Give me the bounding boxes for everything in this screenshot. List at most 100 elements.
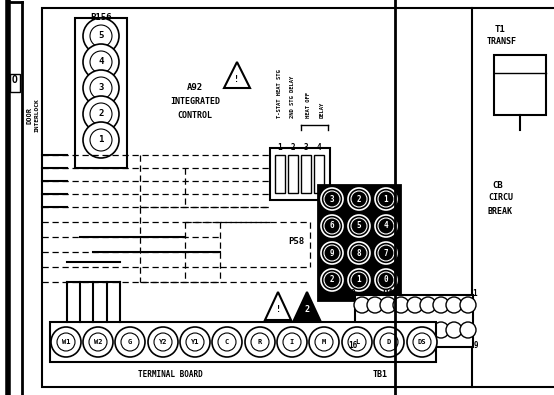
Text: 3: 3 — [330, 194, 334, 203]
Bar — [50, 322, 436, 362]
Polygon shape — [224, 62, 250, 88]
Polygon shape — [265, 292, 291, 320]
Text: 8: 8 — [357, 248, 361, 258]
Circle shape — [321, 215, 343, 237]
Circle shape — [393, 322, 409, 338]
Circle shape — [154, 333, 172, 351]
Text: L: L — [355, 339, 359, 345]
Text: !: ! — [234, 75, 239, 85]
Circle shape — [413, 333, 431, 351]
Circle shape — [460, 297, 476, 313]
Circle shape — [83, 122, 119, 158]
Circle shape — [321, 242, 343, 264]
Text: 9: 9 — [474, 341, 478, 350]
Text: 2ND STG DELAY: 2ND STG DELAY — [290, 76, 295, 118]
Circle shape — [277, 327, 307, 357]
Text: 5: 5 — [357, 222, 361, 231]
Text: DELAY: DELAY — [320, 102, 325, 118]
Circle shape — [115, 327, 145, 357]
Text: 2: 2 — [357, 194, 361, 203]
Text: HEAT OFF: HEAT OFF — [306, 92, 311, 118]
Polygon shape — [294, 292, 320, 320]
Text: P46: P46 — [382, 289, 398, 298]
Circle shape — [380, 333, 398, 351]
Bar — [10, 74, 20, 92]
Circle shape — [89, 333, 107, 351]
Bar — [314, 155, 324, 193]
Text: 1: 1 — [98, 135, 104, 145]
Bar — [270, 148, 330, 200]
Circle shape — [321, 269, 343, 291]
Text: DS: DS — [418, 339, 426, 345]
Text: 6: 6 — [330, 222, 334, 231]
Text: 9: 9 — [330, 248, 334, 258]
Circle shape — [212, 327, 242, 357]
Circle shape — [351, 272, 367, 288]
Text: P156: P156 — [90, 13, 112, 22]
Text: 2: 2 — [330, 275, 334, 284]
Text: I: I — [290, 339, 294, 345]
Text: CB: CB — [492, 181, 502, 190]
Circle shape — [348, 269, 370, 291]
Circle shape — [121, 333, 139, 351]
Bar — [275, 155, 285, 193]
Circle shape — [378, 191, 394, 207]
Circle shape — [90, 25, 112, 47]
Text: D: D — [387, 339, 391, 345]
Text: T-STAT HEAT STG: T-STAT HEAT STG — [277, 69, 282, 118]
Bar — [355, 295, 473, 347]
Text: TB1: TB1 — [372, 370, 387, 379]
Circle shape — [315, 333, 333, 351]
Circle shape — [351, 245, 367, 261]
Bar — [288, 155, 298, 193]
Circle shape — [446, 297, 462, 313]
Circle shape — [446, 322, 462, 338]
Circle shape — [51, 327, 81, 357]
Text: 2: 2 — [291, 143, 295, 152]
Circle shape — [407, 327, 437, 357]
Circle shape — [375, 215, 397, 237]
Circle shape — [283, 333, 301, 351]
Text: 8: 8 — [351, 289, 355, 298]
Circle shape — [420, 322, 436, 338]
Text: W1: W1 — [61, 339, 70, 345]
Circle shape — [460, 322, 476, 338]
Circle shape — [351, 218, 367, 234]
Circle shape — [407, 322, 423, 338]
Circle shape — [90, 51, 112, 73]
Circle shape — [433, 297, 449, 313]
Circle shape — [407, 297, 423, 313]
Text: 2: 2 — [98, 109, 104, 118]
Circle shape — [83, 70, 119, 106]
Circle shape — [83, 44, 119, 80]
Text: INTERLOCK: INTERLOCK — [34, 98, 39, 132]
Text: 3: 3 — [304, 143, 309, 152]
Circle shape — [378, 272, 394, 288]
Circle shape — [348, 188, 370, 210]
Circle shape — [90, 103, 112, 125]
Circle shape — [245, 327, 275, 357]
Text: 4: 4 — [384, 222, 388, 231]
Circle shape — [83, 327, 113, 357]
Text: Y2: Y2 — [159, 339, 167, 345]
Circle shape — [367, 297, 383, 313]
Circle shape — [420, 297, 436, 313]
Circle shape — [374, 327, 404, 357]
Text: R: R — [258, 339, 262, 345]
Circle shape — [324, 218, 340, 234]
Circle shape — [83, 96, 119, 132]
Circle shape — [309, 327, 339, 357]
Circle shape — [180, 327, 210, 357]
Circle shape — [354, 322, 370, 338]
Text: !: ! — [275, 305, 280, 314]
Text: M: M — [322, 339, 326, 345]
Circle shape — [90, 77, 112, 99]
Text: 16: 16 — [348, 341, 358, 350]
Text: C: C — [225, 339, 229, 345]
Circle shape — [378, 245, 394, 261]
Text: W2: W2 — [94, 339, 102, 345]
Circle shape — [348, 333, 366, 351]
Circle shape — [324, 191, 340, 207]
Text: CIRCU: CIRCU — [488, 194, 513, 203]
Circle shape — [90, 129, 112, 151]
